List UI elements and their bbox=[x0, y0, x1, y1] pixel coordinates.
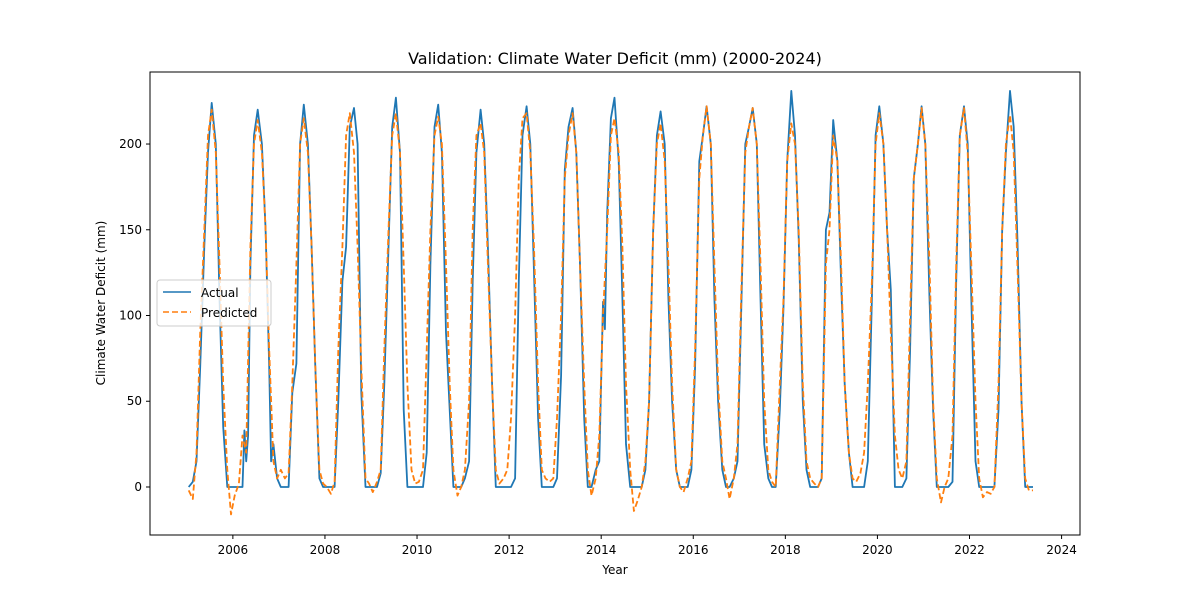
x-tick-label: 2022 bbox=[954, 543, 985, 557]
x-axis: 2006 2008 2010 2012 2014 2016 2018 2020 2022 2024 bbox=[218, 535, 1077, 557]
y-axis-title: Climate Water Deficit (mm) bbox=[94, 221, 108, 386]
x-tick-label: 2014 bbox=[586, 543, 617, 557]
x-tick-label: 2018 bbox=[770, 543, 801, 557]
x-tick-label: 2008 bbox=[310, 543, 341, 557]
y-tick-label: 0 bbox=[134, 480, 142, 494]
x-tick-label: 2020 bbox=[862, 543, 893, 557]
x-axis-title: Year bbox=[601, 563, 627, 577]
y-tick-label: 50 bbox=[127, 394, 142, 408]
legend-label-predicted: Predicted bbox=[201, 306, 257, 320]
x-tick-label: 2006 bbox=[218, 543, 249, 557]
series-line-actual bbox=[187, 90, 1033, 488]
x-tick-label: 2012 bbox=[494, 543, 525, 557]
chart-title: Validation: Climate Water Deficit (mm) (… bbox=[408, 49, 822, 68]
x-tick-label: 2024 bbox=[1046, 543, 1077, 557]
legend: Actual Predicted bbox=[156, 279, 272, 327]
y-tick-label: 200 bbox=[119, 137, 142, 151]
plot-area bbox=[187, 90, 1033, 516]
y-axis: 0 50 100 150 200 bbox=[119, 137, 150, 494]
x-tick-label: 2010 bbox=[402, 543, 433, 557]
legend-label-actual: Actual bbox=[201, 286, 239, 300]
plot-frame bbox=[149, 71, 1081, 536]
y-tick-label: 100 bbox=[119, 309, 142, 323]
x-tick-label: 2016 bbox=[678, 543, 709, 557]
series-line-predicted bbox=[187, 105, 1033, 516]
y-tick-label: 150 bbox=[119, 223, 142, 237]
